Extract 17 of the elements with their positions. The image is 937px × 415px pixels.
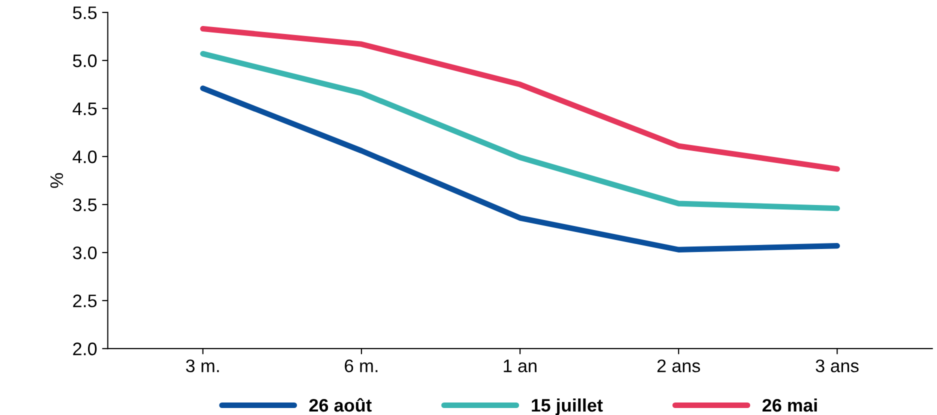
- x-tick-label: 3 m.: [186, 359, 219, 372]
- y-tick-label: 4.5: [72, 102, 97, 116]
- y-tick-label: 2.5: [73, 294, 97, 308]
- y-axis-title: %: [50, 173, 64, 188]
- x-tick-label: 1 an: [504, 360, 536, 372]
- y-tick-label: 5.5: [72, 6, 97, 20]
- y-tick-label: 5.0: [72, 54, 97, 68]
- y-tick-label: 2.0: [73, 342, 97, 356]
- y-tick-label: 3.5: [72, 198, 97, 212]
- x-tick-label: 2 ans: [657, 359, 700, 372]
- x-tick-label: 6 m.: [344, 359, 378, 372]
- legend-label: 26 août: [309, 398, 372, 412]
- legend-label: 15 juillet: [532, 398, 603, 415]
- legend-label: 26 mai: [762, 398, 817, 412]
- y-tick-label: 4.0: [72, 150, 97, 164]
- y-tick-label: 3.0: [72, 246, 97, 260]
- x-tick-label: 3 ans: [816, 359, 859, 372]
